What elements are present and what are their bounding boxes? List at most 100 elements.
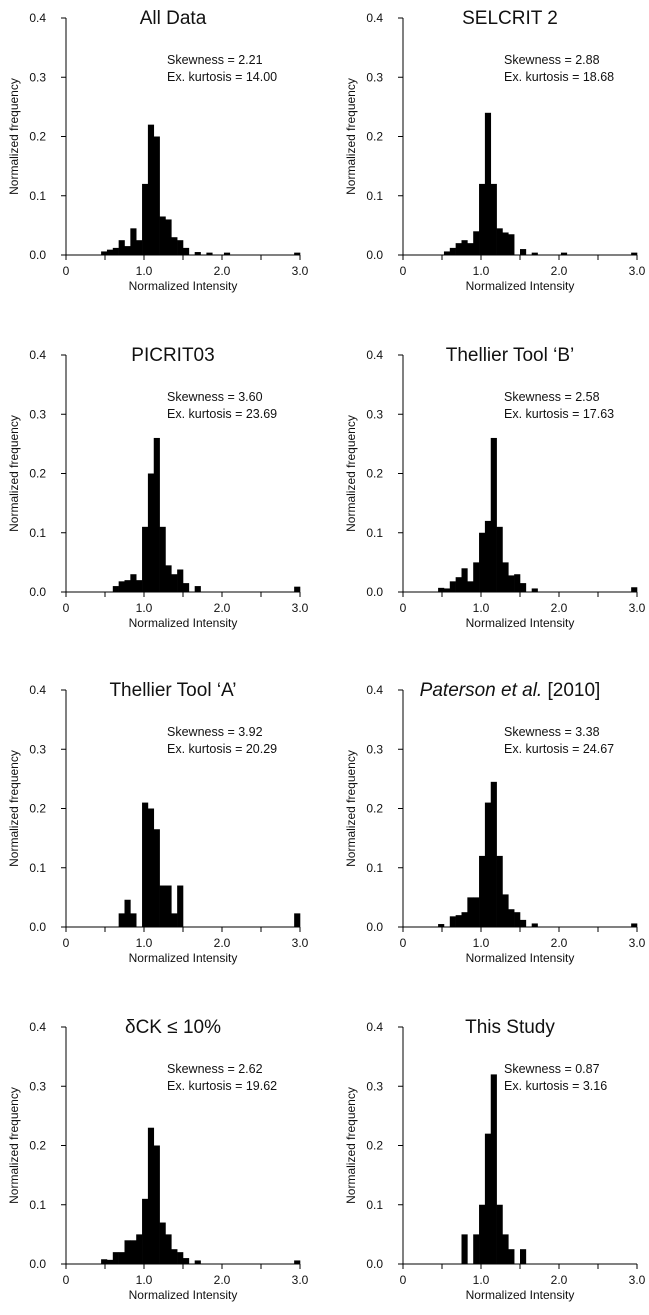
y-tick-label: 0.1: [29, 189, 46, 203]
histogram-bar: [502, 562, 509, 593]
histogram-bar: [112, 247, 119, 255]
y-tick-label: 0.2: [29, 802, 46, 816]
x-tick-label: 3.0: [629, 264, 646, 278]
histogram-bar: [479, 855, 486, 927]
histogram-bar: [531, 923, 538, 927]
panel-title: This Study: [465, 1017, 555, 1038]
histogram-bar: [165, 1234, 172, 1265]
y-tick-label: 0.1: [29, 861, 46, 875]
histogram-bar: [206, 252, 213, 255]
histogram-bar: [520, 919, 527, 927]
histogram-bar: [159, 1222, 166, 1264]
histogram-bar: [136, 580, 143, 592]
histogram-bar: [142, 802, 149, 927]
histogram-bar: [479, 183, 486, 255]
y-tick-label: 0.2: [366, 130, 383, 144]
histogram-bar: [294, 1260, 301, 1264]
x-tick-label: 2.0: [551, 601, 568, 615]
histogram-bar: [124, 899, 131, 927]
y-tick-label: 0.4: [366, 683, 383, 697]
histogram-bar: [294, 252, 301, 255]
stat-text: Ex. kurtosis = 18.68: [504, 70, 614, 84]
x-tick-label: 1.0: [473, 264, 490, 278]
y-tick-label: 0.3: [29, 742, 46, 756]
histogram-bar: [223, 252, 231, 255]
y-axis-title: Normalized frequency: [344, 78, 358, 195]
stat-text: Ex. kurtosis = 20.29: [167, 742, 277, 756]
x-tick-label: 3.0: [629, 1273, 646, 1287]
histogram-panel-7: 0.0 0.1 0.2 0.3 0.4 0 1.0 2.0 3.0 Normalized Inte…: [7, 1017, 309, 1302]
x-tick-label: 0: [63, 1273, 70, 1287]
histogram-bar: [438, 587, 445, 592]
histogram-bar: [177, 1252, 184, 1264]
stat-text: Skewness = 3.60: [167, 390, 263, 404]
histogram-bar: [438, 924, 445, 927]
histogram-bar: [124, 1240, 131, 1264]
x-tick-label: 0: [63, 264, 70, 278]
histogram-bar: [473, 562, 480, 593]
x-tick-label: 1.0: [136, 936, 153, 950]
panel-title: All Data: [140, 8, 207, 29]
y-axis-title: Normalized frequency: [344, 750, 358, 867]
histogram-bar: [455, 243, 462, 255]
y-tick-label: 0.3: [366, 407, 383, 421]
x-tick-label: 3.0: [629, 601, 646, 615]
x-tick-label: 0: [400, 936, 407, 950]
x-axis-title: Normalized Intensity: [466, 951, 575, 965]
histogram-bar: [130, 1240, 137, 1264]
x-tick-label: 2.0: [214, 601, 231, 615]
stat-text: Ex. kurtosis = 3.16: [504, 1079, 607, 1093]
histogram-bar: [171, 913, 178, 927]
histogram-bar: [183, 247, 190, 255]
histogram-panel-1: 0.0 0.1 0.2 0.3 0.4 0 1.0 2.0 3.0 Normalized Inte…: [7, 8, 309, 293]
histogram-bar: [484, 520, 492, 592]
stat-text: Ex. kurtosis = 23.69: [167, 407, 277, 421]
y-tick-label: 0.2: [366, 802, 383, 816]
y-tick-label: 0.0: [366, 1257, 383, 1271]
x-tick-label: 2.0: [551, 264, 568, 278]
x-tick-label: 0: [63, 936, 70, 950]
histogram-bar: [177, 569, 184, 592]
histogram-bar: [467, 897, 474, 928]
y-axis-title: Normalized frequency: [344, 415, 358, 532]
y-tick-label: 0.1: [366, 189, 383, 203]
y-tick-label: 0.3: [29, 407, 46, 421]
x-tick-label: 1.0: [136, 601, 153, 615]
x-tick-label: 0: [400, 1273, 407, 1287]
y-axis-title: Normalized frequency: [7, 1087, 21, 1204]
histogram-bar: [106, 1259, 114, 1264]
x-tick-label: 2.0: [551, 1273, 568, 1287]
histogram-bar: [118, 1252, 125, 1264]
histogram-bar: [159, 526, 166, 592]
x-tick-label: 0: [400, 264, 407, 278]
histogram-bar: [153, 136, 160, 255]
stat-text: Ex. kurtosis = 17.63: [504, 407, 614, 421]
histogram-panel-2: 0.0 0.1 0.2 0.3 0.4 0 1.0 2.0 3.0 Normalized Inte…: [344, 8, 646, 293]
x-tick-label: 1.0: [473, 1273, 490, 1287]
histogram-bar: [142, 526, 149, 592]
y-tick-label: 0.3: [29, 1079, 46, 1093]
x-axis-title: Normalized Intensity: [129, 951, 238, 965]
histogram-bar: [194, 1260, 201, 1264]
histogram-bar: [142, 1198, 149, 1264]
histogram-bar: [449, 916, 456, 927]
stat-text: Skewness = 3.38: [504, 725, 600, 739]
histogram-bar: [118, 240, 125, 255]
panel-title: δCK ≤ 10%: [125, 1017, 221, 1038]
histogram-bar: [479, 532, 486, 592]
histogram-bar: [531, 588, 538, 592]
y-tick-label: 0.4: [366, 11, 383, 25]
x-tick-label: 2.0: [214, 936, 231, 950]
histogram-bar: [479, 1204, 486, 1264]
histogram-bar: [177, 240, 184, 255]
y-tick-label: 0.2: [29, 467, 46, 481]
x-tick-label: 2.0: [551, 936, 568, 950]
y-axis-title: Normalized frequency: [7, 78, 21, 195]
histogram-bar: [294, 913, 301, 927]
histogram-bar: [112, 1252, 119, 1264]
histogram-bar: [165, 219, 172, 255]
histogram-bar: [153, 1145, 160, 1264]
histogram-bar: [124, 246, 131, 255]
histogram-bar: [520, 249, 527, 255]
histogram-bar: [490, 437, 497, 592]
